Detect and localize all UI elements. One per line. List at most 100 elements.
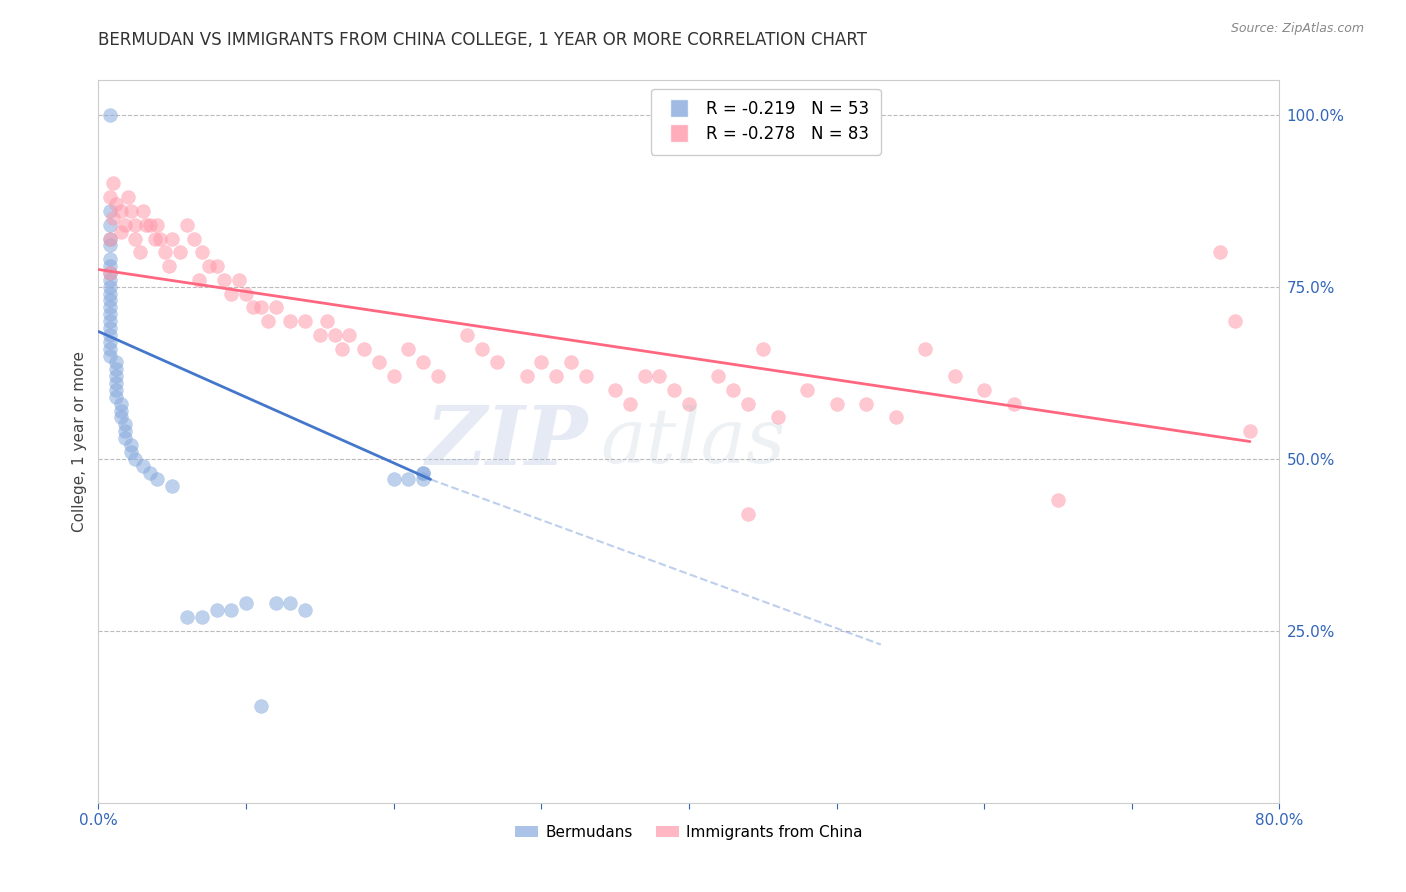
Point bbox=[1225, 314, 1247, 328]
Point bbox=[98, 218, 121, 232]
Point bbox=[250, 699, 273, 714]
Point bbox=[135, 218, 157, 232]
Point bbox=[105, 383, 128, 397]
Point bbox=[105, 390, 128, 404]
Point bbox=[98, 279, 121, 293]
Point bbox=[257, 314, 280, 328]
Point bbox=[412, 466, 434, 480]
Point bbox=[98, 266, 121, 280]
Point bbox=[427, 369, 450, 384]
Point bbox=[382, 472, 405, 486]
Point bbox=[766, 410, 789, 425]
Point bbox=[205, 603, 228, 617]
Point bbox=[98, 238, 121, 252]
Point bbox=[114, 431, 136, 445]
Point bbox=[530, 355, 553, 369]
Point bbox=[398, 472, 420, 486]
Point bbox=[105, 355, 128, 369]
Point bbox=[664, 383, 686, 397]
Point bbox=[825, 397, 848, 411]
Point bbox=[339, 327, 361, 342]
Point bbox=[1046, 493, 1070, 508]
Point bbox=[98, 334, 121, 349]
Point bbox=[294, 603, 316, 617]
Point bbox=[103, 211, 125, 225]
Point bbox=[353, 342, 375, 356]
Text: BERMUDAN VS IMMIGRANTS FROM CHINA COLLEGE, 1 YEAR OR MORE CORRELATION CHART: BERMUDAN VS IMMIGRANTS FROM CHINA COLLEG… bbox=[98, 31, 868, 49]
Point bbox=[198, 259, 221, 273]
Point bbox=[105, 197, 128, 211]
Point bbox=[1002, 397, 1025, 411]
Point bbox=[309, 327, 332, 342]
Point bbox=[128, 245, 150, 260]
Point bbox=[153, 245, 176, 260]
Point bbox=[516, 369, 538, 384]
Point bbox=[110, 225, 132, 239]
Point bbox=[191, 245, 214, 260]
Point bbox=[294, 314, 316, 328]
Point bbox=[796, 383, 818, 397]
Point bbox=[575, 369, 598, 384]
Point bbox=[98, 259, 121, 273]
Point bbox=[707, 369, 730, 384]
Legend: Bermudans, Immigrants from China: Bermudans, Immigrants from China bbox=[509, 819, 869, 846]
Point bbox=[139, 218, 162, 232]
Point bbox=[605, 383, 627, 397]
Point bbox=[737, 397, 759, 411]
Point bbox=[98, 190, 121, 204]
Point bbox=[678, 397, 700, 411]
Point bbox=[124, 451, 146, 466]
Point bbox=[110, 204, 132, 219]
Point bbox=[235, 286, 257, 301]
Point bbox=[120, 445, 142, 459]
Point bbox=[98, 108, 121, 122]
Point bbox=[110, 397, 132, 411]
Point bbox=[98, 231, 121, 245]
Point bbox=[205, 259, 228, 273]
Point bbox=[619, 397, 641, 411]
Point bbox=[1239, 424, 1261, 438]
Point bbox=[752, 342, 775, 356]
Point bbox=[648, 369, 671, 384]
Point bbox=[114, 417, 136, 432]
Point bbox=[149, 231, 172, 245]
Point bbox=[98, 252, 121, 267]
Point bbox=[723, 383, 745, 397]
Point bbox=[235, 596, 257, 610]
Point bbox=[943, 369, 966, 384]
Point bbox=[98, 204, 121, 219]
Point bbox=[221, 603, 243, 617]
Point bbox=[98, 293, 121, 308]
Point bbox=[855, 397, 877, 411]
Point bbox=[103, 177, 125, 191]
Point bbox=[183, 231, 205, 245]
Point bbox=[264, 301, 287, 315]
Point bbox=[124, 218, 146, 232]
Point bbox=[486, 355, 509, 369]
Point bbox=[398, 342, 420, 356]
Point bbox=[382, 369, 405, 384]
Point bbox=[187, 273, 209, 287]
Point bbox=[973, 383, 995, 397]
Point bbox=[143, 231, 166, 245]
Point bbox=[412, 472, 434, 486]
Point bbox=[221, 286, 243, 301]
Point bbox=[98, 327, 121, 342]
Point bbox=[316, 314, 339, 328]
Point bbox=[139, 466, 162, 480]
Text: ZIP: ZIP bbox=[426, 401, 589, 482]
Point bbox=[330, 342, 353, 356]
Point bbox=[110, 410, 132, 425]
Point bbox=[242, 301, 264, 315]
Point bbox=[471, 342, 494, 356]
Point bbox=[98, 307, 121, 321]
Point bbox=[146, 218, 169, 232]
Point bbox=[457, 327, 479, 342]
Point bbox=[162, 231, 183, 245]
Point bbox=[114, 218, 136, 232]
Point bbox=[634, 369, 657, 384]
Point bbox=[98, 321, 121, 335]
Point bbox=[1209, 245, 1232, 260]
Point bbox=[560, 355, 582, 369]
Point bbox=[412, 466, 434, 480]
